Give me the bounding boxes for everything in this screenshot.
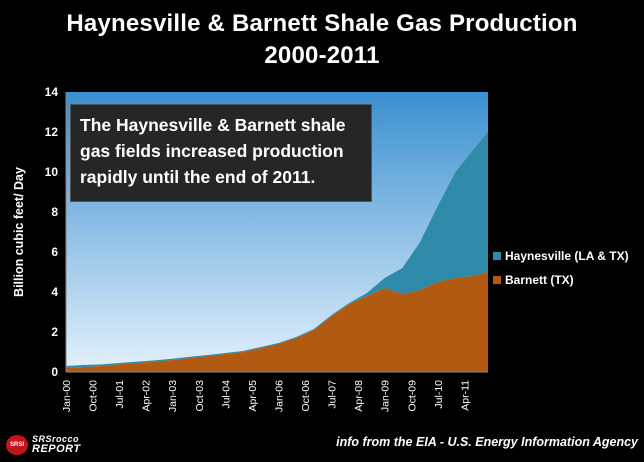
chart-subtitle: 2000-2011 (264, 42, 380, 69)
logo-badge-icon: SRSI (6, 435, 28, 455)
x-tick-label: Jul-01 (114, 380, 126, 409)
y-tick-label: 0 (51, 365, 58, 379)
y-axis-label: Billion cubic feet/ Day (12, 167, 26, 297)
x-tick-label: Oct-00 (88, 380, 100, 412)
legend-barnett-label: Barnett (TX) (505, 273, 574, 287)
y-tick-label: 14 (45, 85, 59, 99)
x-tick-label: Oct-03 (194, 380, 206, 412)
x-tick-label: Jan-06 (274, 380, 286, 412)
x-tick-label: Oct-09 (406, 380, 418, 412)
y-tick-label: 10 (45, 165, 59, 179)
x-tick-label: Jan-09 (380, 380, 392, 412)
logo-text-top: SRSrocco (32, 434, 80, 444)
x-tick-label: Jul-07 (327, 380, 339, 409)
legend-haynesville-swatch (493, 252, 501, 260)
source-note: info from the EIA - U.S. Energy Informat… (336, 435, 638, 449)
barnett-area (66, 272, 488, 372)
y-tick-label: 4 (51, 285, 58, 299)
x-tick-label: Jul-10 (433, 380, 445, 409)
y-tick-label: 2 (51, 325, 58, 339)
annotation-box: The Haynesville & Barnett shale gas fiel… (70, 104, 372, 202)
x-tick-label: Jan-03 (167, 380, 179, 412)
chart-title: Haynesville & Barnett Shale Gas Producti… (66, 10, 578, 37)
logo-text-bottom: REPORT (32, 443, 81, 455)
y-tick-label: 8 (51, 205, 58, 219)
x-tick-label: Apr-11 (459, 380, 471, 411)
x-tick-label: Jan-00 (61, 380, 73, 412)
legend-barnett-swatch (493, 276, 501, 284)
srsrocco-logo: SRSI SRSrocco REPORT (6, 434, 126, 456)
x-tick-label: Apr-02 (141, 380, 153, 412)
x-tick-label: Jul-04 (220, 380, 232, 409)
y-tick-label: 12 (45, 125, 59, 139)
x-tick-label: Oct-06 (300, 380, 312, 412)
x-tick-label: Apr-05 (247, 380, 259, 412)
legend-haynesville-label: Haynesville (LA & TX) (505, 249, 629, 263)
y-tick-label: 6 (51, 245, 58, 259)
x-tick-label: Apr-08 (353, 380, 365, 412)
